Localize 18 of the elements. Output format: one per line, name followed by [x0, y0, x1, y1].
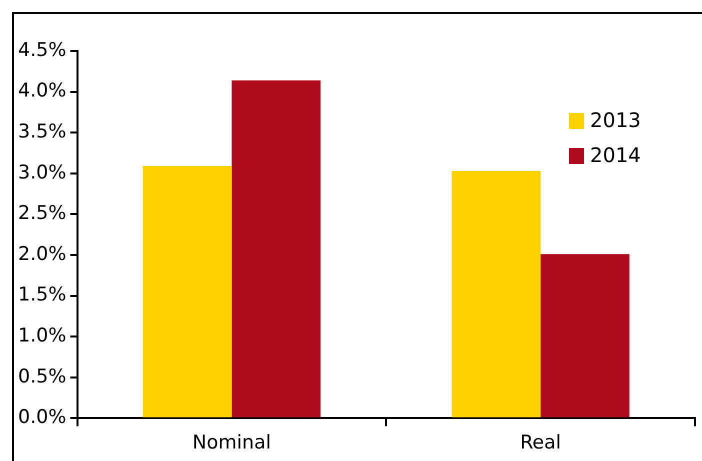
legend-label: 2013 [590, 108, 641, 132]
legend-label: 2014 [590, 143, 641, 168]
bar [142, 166, 232, 418]
y-tick-label: 3.5% [18, 120, 66, 143]
y-tick-label: 2.0% [18, 242, 66, 265]
x-tick-label: Real [520, 432, 562, 454]
y-tick-label: 4.5% [18, 38, 66, 61]
x-tick-label: Nominal [192, 432, 271, 454]
y-tick-label: 1.0% [18, 324, 66, 347]
y-tick-label: 3.0% [18, 161, 66, 184]
y-tick-label: 0.5% [18, 365, 66, 388]
bar [452, 170, 541, 418]
bar [232, 80, 320, 418]
bar [540, 254, 630, 418]
y-tick-label: 4.0% [18, 80, 66, 102]
y-tick-label: 1.5% [18, 284, 66, 306]
y-tick-label: 0.0% [18, 406, 66, 428]
y-tick-label: 2.5% [18, 202, 66, 224]
